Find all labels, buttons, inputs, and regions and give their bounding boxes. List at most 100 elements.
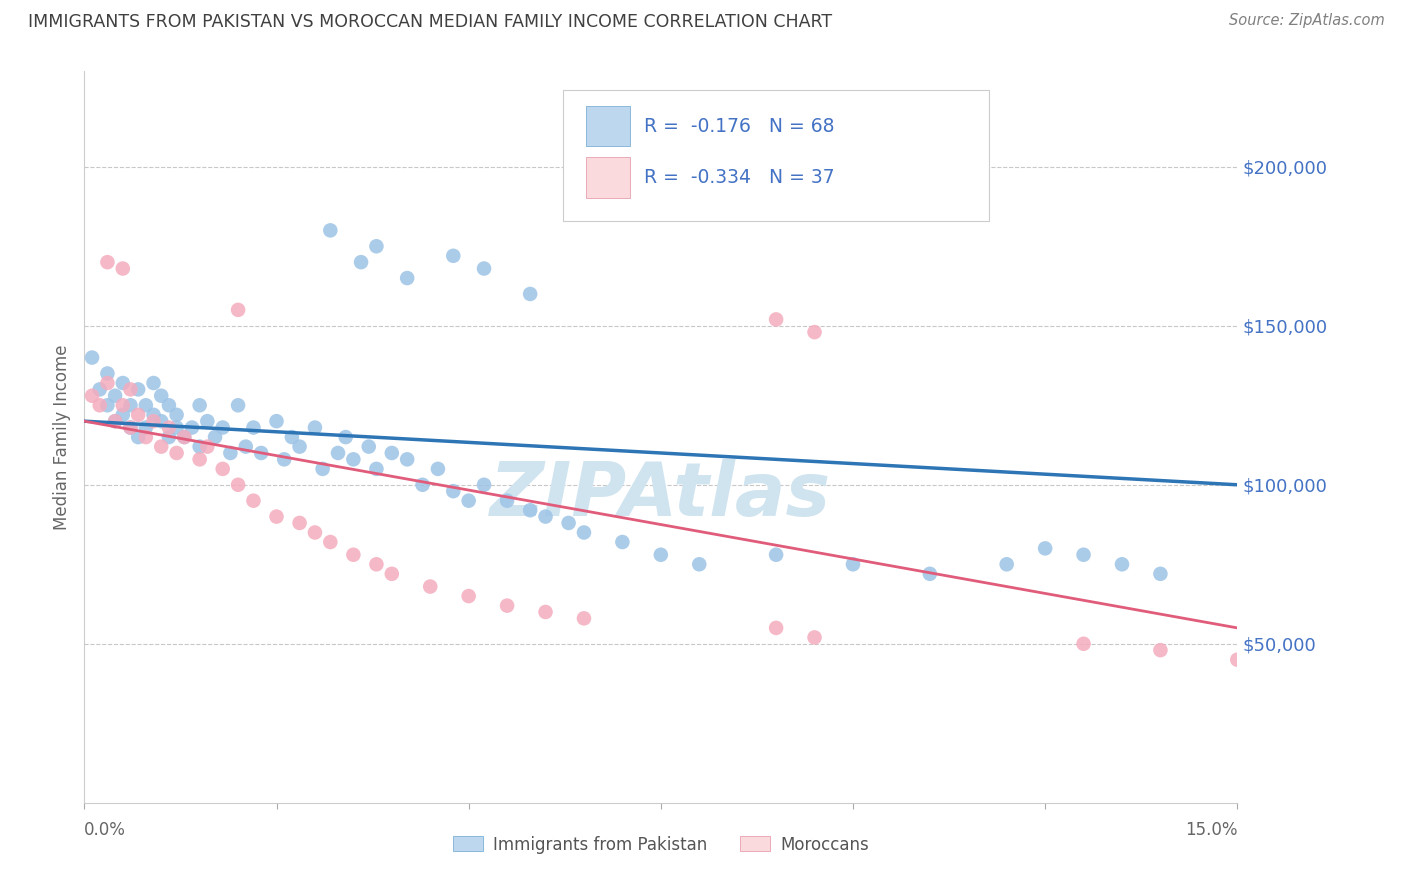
Text: IMMIGRANTS FROM PAKISTAN VS MOROCCAN MEDIAN FAMILY INCOME CORRELATION CHART: IMMIGRANTS FROM PAKISTAN VS MOROCCAN MED… (28, 13, 832, 31)
Legend: Immigrants from Pakistan, Moroccans: Immigrants from Pakistan, Moroccans (446, 829, 876, 860)
Point (842, 558, 865, 572)
Point (1073, 637, 1095, 651)
Point (157, 420, 180, 434)
Point (441, 484, 464, 499)
Point (381, 566, 404, 581)
Point (211, 462, 233, 476)
Point (396, 271, 419, 285)
Point (472, 477, 495, 491)
Point (266, 414, 288, 428)
Point (242, 420, 264, 434)
Point (226, 477, 249, 491)
Point (80, 389, 103, 403)
Point (195, 440, 218, 454)
Point (150, 389, 173, 403)
Point (173, 430, 195, 444)
Point (188, 452, 211, 467)
Text: R =  -0.334   N = 37: R = -0.334 N = 37 (644, 168, 834, 187)
Point (96, 376, 118, 390)
Point (534, 605, 557, 619)
Point (326, 446, 349, 460)
Text: Source: ZipAtlas.com: Source: ZipAtlas.com (1229, 13, 1385, 29)
Point (319, 223, 342, 237)
Point (150, 414, 173, 428)
Point (157, 430, 180, 444)
Point (419, 580, 441, 594)
Point (995, 558, 1018, 572)
Point (111, 376, 134, 390)
Point (1226, 653, 1249, 667)
Point (496, 599, 519, 613)
Point (104, 414, 127, 428)
Point (204, 430, 226, 444)
Point (1149, 566, 1171, 581)
Point (235, 440, 257, 454)
Point (219, 446, 242, 460)
Point (765, 312, 787, 326)
Point (96, 398, 118, 412)
Point (342, 548, 364, 562)
Point (127, 408, 149, 422)
Point (304, 420, 326, 434)
Point (519, 287, 541, 301)
Point (357, 440, 380, 454)
Point (304, 525, 326, 540)
Point (273, 452, 295, 467)
Point (104, 389, 127, 403)
Point (1264, 662, 1286, 676)
FancyBboxPatch shape (562, 90, 990, 221)
Point (457, 589, 479, 603)
Point (96, 367, 118, 381)
Point (142, 376, 165, 390)
Point (381, 446, 404, 460)
Point (188, 398, 211, 412)
Point (166, 408, 188, 422)
Point (150, 440, 173, 454)
Point (311, 462, 333, 476)
Point (612, 535, 634, 549)
Point (1111, 558, 1133, 572)
Point (557, 516, 579, 530)
Point (335, 430, 357, 444)
Point (80, 351, 103, 365)
Point (572, 525, 595, 540)
Point (211, 420, 233, 434)
Point (426, 462, 449, 476)
Point (366, 558, 388, 572)
Point (142, 408, 165, 422)
Point (135, 430, 157, 444)
Text: ZIPAtlas: ZIPAtlas (491, 459, 831, 533)
Point (457, 493, 479, 508)
Bar (586, 157, 630, 197)
Point (803, 325, 825, 339)
Point (1073, 548, 1095, 562)
Point (226, 302, 249, 317)
Point (342, 452, 364, 467)
Point (166, 420, 188, 434)
Point (242, 493, 264, 508)
Point (803, 631, 825, 645)
Point (120, 398, 142, 412)
Point (496, 493, 519, 508)
Text: 0.0%: 0.0% (84, 821, 127, 839)
Point (412, 477, 434, 491)
Point (135, 420, 157, 434)
Y-axis label: Median Family Income: Median Family Income (53, 344, 72, 530)
Point (765, 548, 787, 562)
Point (142, 414, 165, 428)
Point (89, 398, 111, 412)
Point (1149, 643, 1171, 657)
Point (1033, 541, 1056, 556)
Point (166, 446, 188, 460)
Point (135, 398, 157, 412)
Point (519, 503, 541, 517)
Point (650, 548, 672, 562)
Point (288, 440, 311, 454)
Point (472, 261, 495, 276)
Point (188, 440, 211, 454)
Point (111, 261, 134, 276)
Point (688, 558, 710, 572)
Point (319, 535, 342, 549)
Point (266, 509, 288, 524)
Point (918, 566, 941, 581)
